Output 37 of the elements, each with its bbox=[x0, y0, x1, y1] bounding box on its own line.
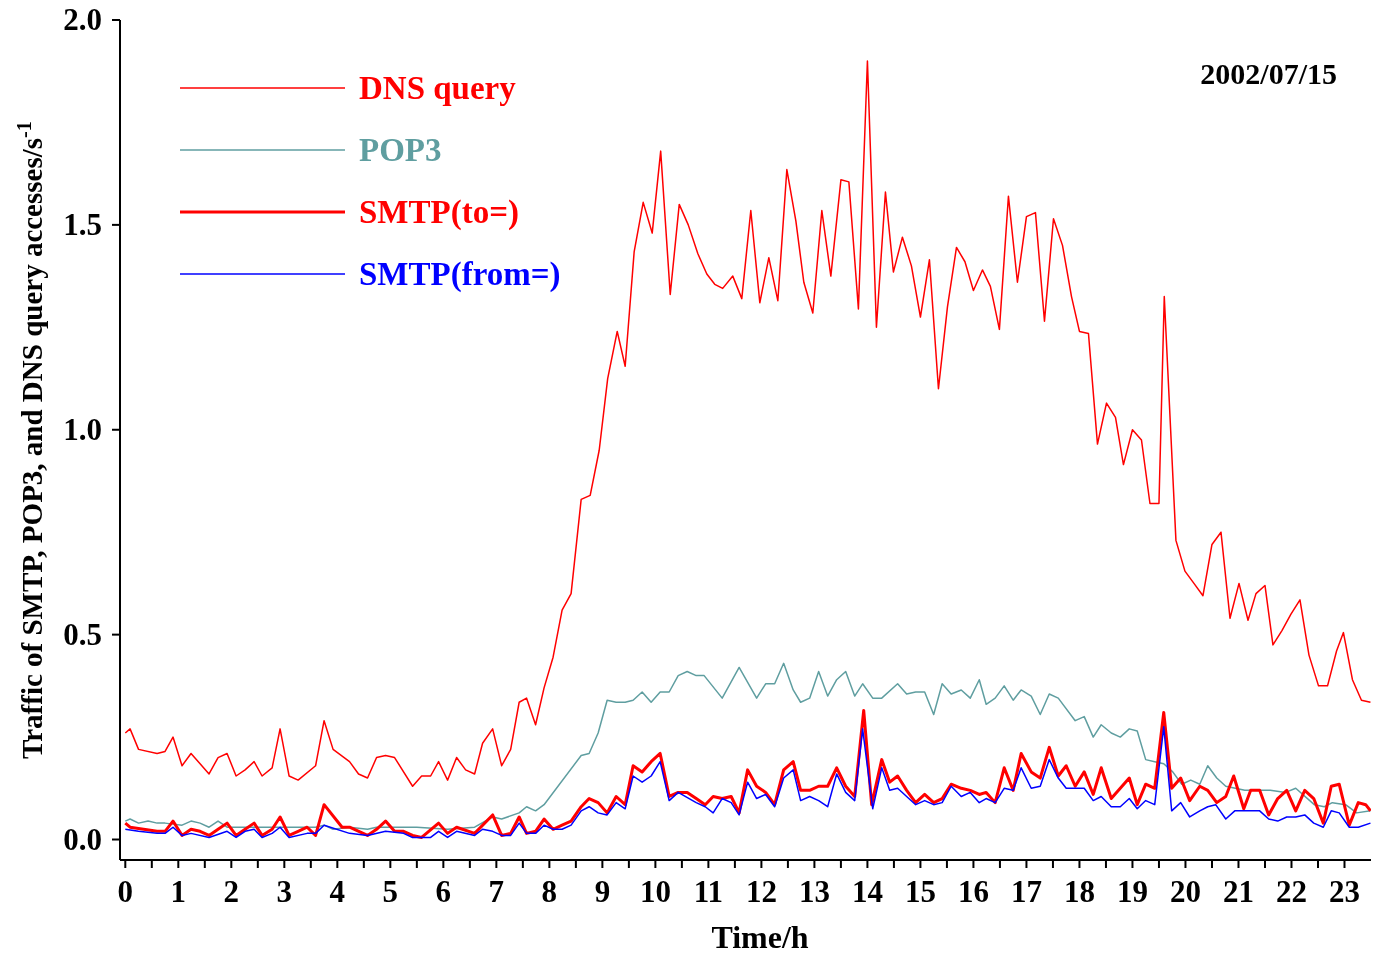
x-tick-label: 2 bbox=[223, 874, 240, 909]
y-tick-label: 1.0 bbox=[63, 411, 102, 447]
x-tick-label: 14 bbox=[851, 874, 883, 909]
x-tick-label: 9 bbox=[594, 874, 611, 909]
x-tick-label: 22 bbox=[1275, 874, 1307, 909]
x-tick-label: 1 bbox=[170, 874, 187, 909]
x-tick-label: 20 bbox=[1169, 874, 1201, 909]
legend-label: SMTP(to=) bbox=[359, 193, 519, 231]
x-tick-label: 21 bbox=[1222, 874, 1254, 909]
legend-label: POP3 bbox=[359, 131, 442, 169]
x-tick-label: 8 bbox=[541, 874, 558, 909]
legend-label: SMTP(from=) bbox=[359, 255, 561, 293]
line-series bbox=[124, 60, 1371, 787]
x-tick-label: 7 bbox=[488, 874, 505, 909]
y-tick-label: 1.5 bbox=[63, 206, 102, 242]
line-series bbox=[124, 662, 1371, 831]
y-tick-label: 0.0 bbox=[63, 821, 102, 857]
x-tick-label: 16 bbox=[957, 874, 989, 909]
legend-label: DNS query bbox=[359, 69, 516, 107]
x-tick-label: 13 bbox=[798, 874, 830, 909]
x-tick-label: 11 bbox=[693, 874, 724, 909]
x-tick-label: 18 bbox=[1063, 874, 1095, 909]
x-tick-label: 5 bbox=[382, 874, 399, 909]
x-axis-title: Time/h bbox=[711, 919, 809, 953]
x-tick-label: 15 bbox=[904, 874, 936, 909]
y-tick-label: 0.5 bbox=[63, 616, 102, 652]
x-tick-label: 17 bbox=[1010, 874, 1042, 909]
x-tick-label: 3 bbox=[276, 874, 293, 909]
annotation: 2002/07/15 bbox=[1200, 57, 1337, 90]
y-tick-label: 2.0 bbox=[63, 2, 102, 37]
x-tick-label: 23 bbox=[1329, 874, 1360, 909]
x-tick-label: 12 bbox=[745, 874, 777, 909]
x-tick-label: 19 bbox=[1116, 874, 1148, 909]
x-tick-label: 6 bbox=[435, 874, 452, 909]
x-tick-label: 4 bbox=[329, 874, 346, 909]
x-tick-label: 10 bbox=[639, 874, 671, 909]
x-tick-label: 0 bbox=[117, 874, 134, 909]
